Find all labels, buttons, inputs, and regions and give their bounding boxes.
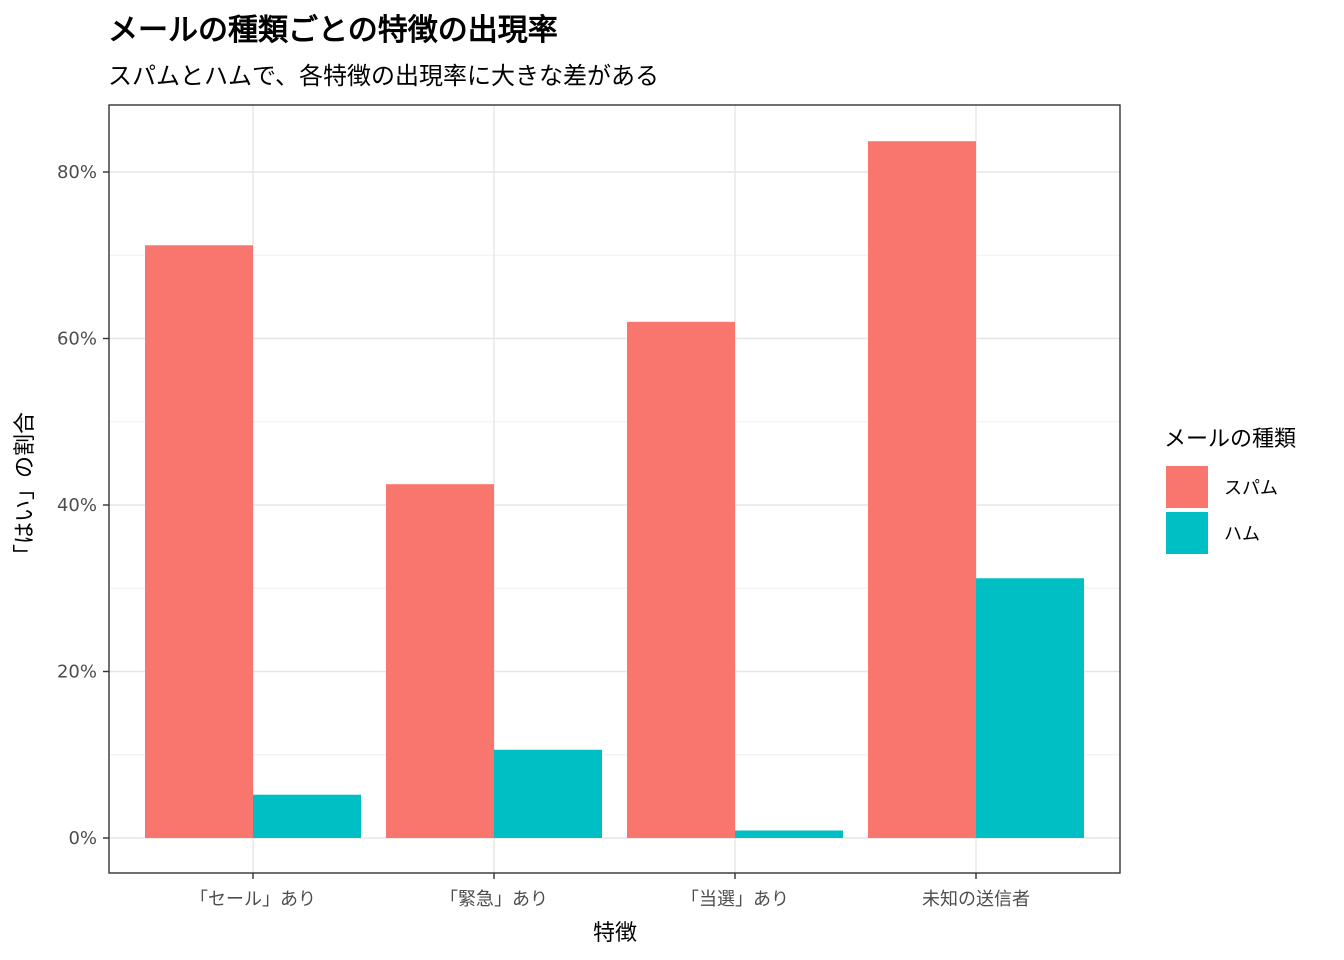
y-tick-label: 60% [57,329,97,350]
x-tick-label: 未知の送信者 [922,889,1030,910]
y-tick-label: 80% [57,162,97,183]
chart-subtitle: スパムとハムで、各特徴の出現率に大きな差がある [108,62,659,90]
x-tick-label: 「緊急」あり [440,889,548,910]
bars [145,141,1084,839]
x-tick-label: 「セール」あり [190,889,316,910]
y-axis-title: 「はい」の割合 [13,412,38,566]
legend-key-ham [1166,512,1208,554]
chart-title: メールの種類ごとの特徴の出現率 [108,13,558,48]
x-axis-title: 特徴 [593,921,637,946]
y-tick-label: 40% [57,495,97,516]
legend-label-ham: ハム [1224,524,1260,545]
bar-ham-3 [976,578,1084,838]
y-tick-label: 20% [57,662,97,683]
bar-spam-0 [145,245,253,838]
legend-title: メールの種類 [1164,427,1296,452]
bar-ham-0 [253,794,361,838]
x-axis: 「セール」あり 「緊急」あり 「当選」あり 未知の送信者 [190,873,1030,910]
y-tick-label: 0% [68,828,97,849]
bar-ham-2 [735,830,843,838]
bar-ham-1 [494,749,602,838]
plot-panel [108,104,1121,874]
bar-spam-2 [627,321,735,839]
panel-border [108,104,1121,874]
bar-spam-1 [386,484,494,838]
legend-key-spam [1166,466,1208,508]
bar-spam-3 [868,141,976,838]
x-tick-label: 「当選」あり [681,889,789,910]
legend-label-spam: スパム [1224,478,1278,499]
y-axis: 0% 20% 40% 60% 80% [57,162,109,849]
